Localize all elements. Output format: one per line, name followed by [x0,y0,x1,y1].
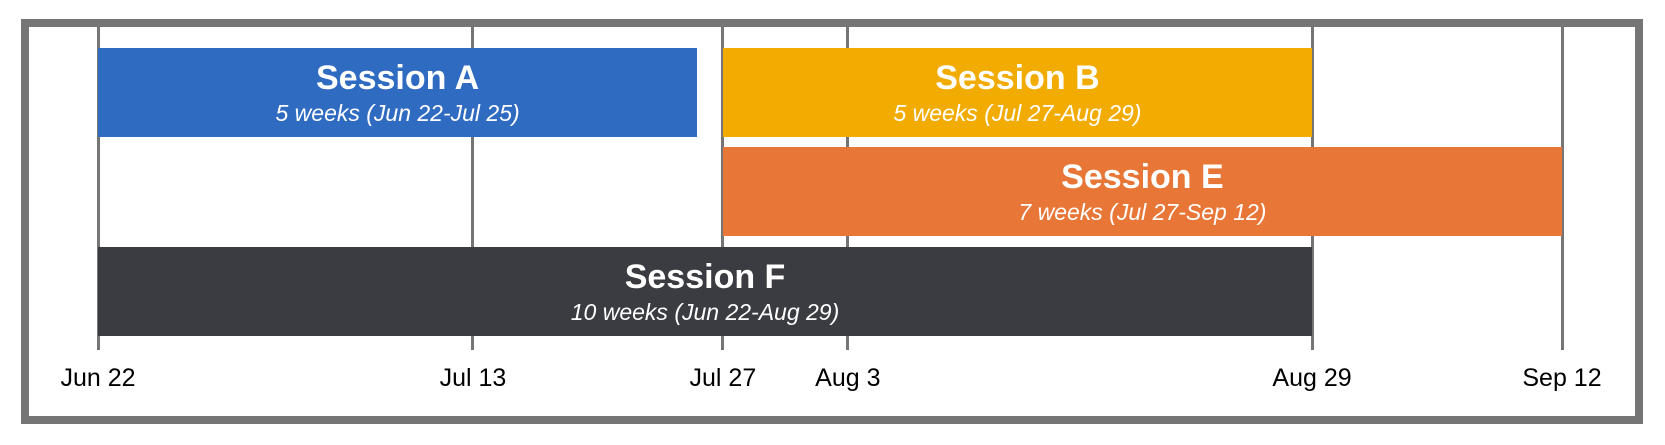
bar-title: Session B [935,58,1100,97]
bar-detail: 5 weeks (Jul 27-Aug 29) [893,99,1142,126]
x-tick-label: Aug 29 [1272,364,1352,392]
bar-detail: 5 weeks (Jun 22-Jul 25) [275,99,520,126]
bar-session-f: Session F 10 weeks (Jun 22-Aug 29) [98,247,1313,336]
gridline-sep-12 [1560,27,1564,350]
bar-title: Session A [316,58,480,97]
x-tick-label: Jul 13 [439,364,507,392]
gridline-jul-13 [471,27,475,350]
bar-title: Session E [1061,157,1224,196]
bar-detail: 7 weeks (Jul 27-Sep 12) [1018,198,1267,225]
gridline-jun-22 [96,27,100,350]
bar-title: Session F [624,257,786,296]
x-tick-label: Aug 3 [815,364,881,392]
bar-detail: 10 weeks (Jun 22-Aug 29) [570,298,840,325]
x-tick-label: Sep 12 [1522,364,1602,392]
x-tick-label: Jul 27 [689,364,757,392]
x-tick-label: Jun 22 [60,364,136,392]
